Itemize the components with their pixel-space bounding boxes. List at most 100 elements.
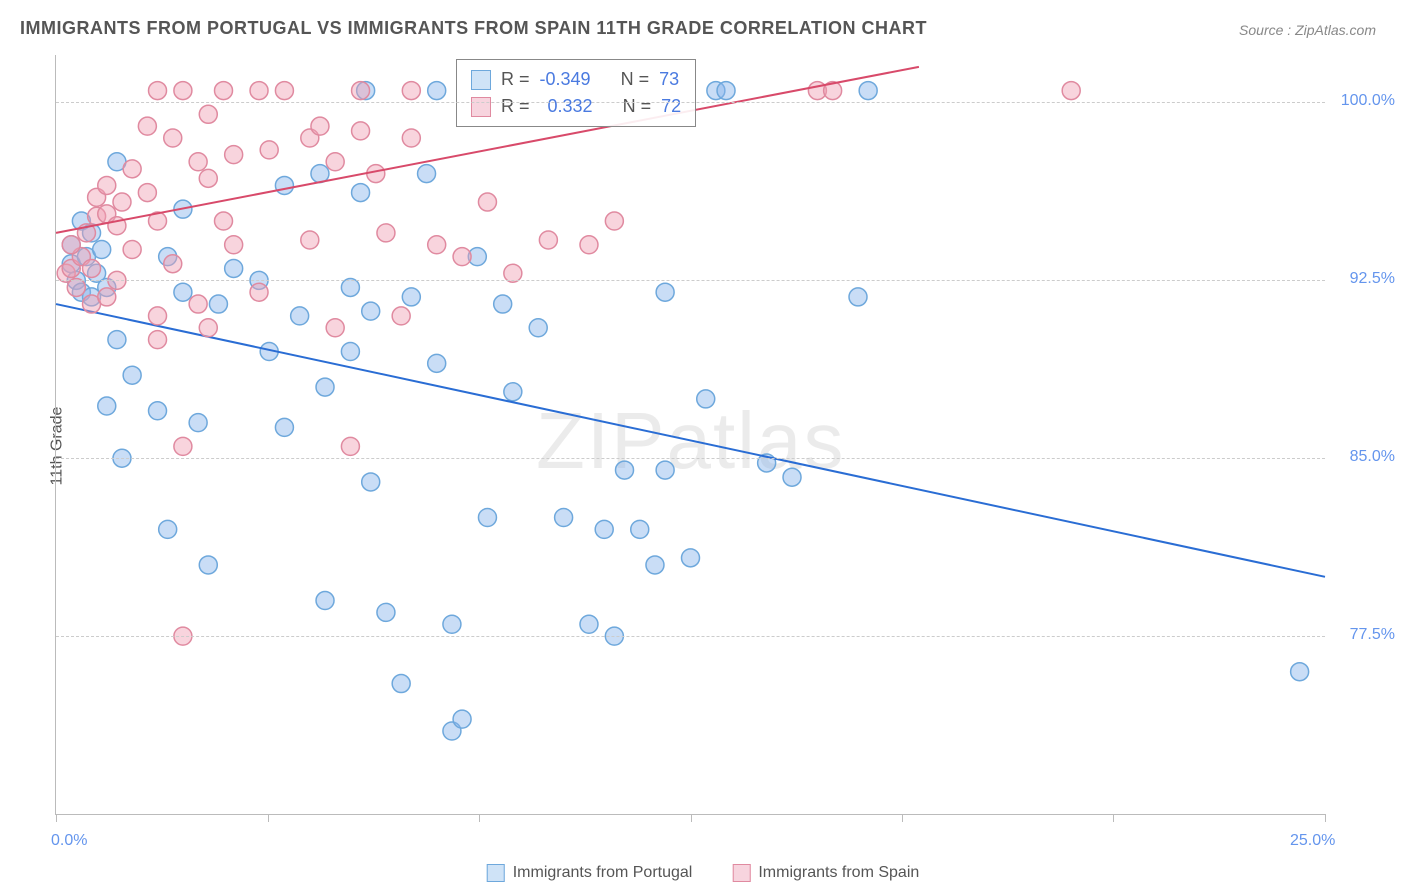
scatter-point bbox=[225, 259, 243, 277]
scatter-point bbox=[656, 461, 674, 479]
scatter-point bbox=[225, 146, 243, 164]
scatter-point bbox=[849, 288, 867, 306]
scatter-point bbox=[174, 283, 192, 301]
scatter-point bbox=[362, 302, 380, 320]
scatter-point bbox=[783, 468, 801, 486]
scatter-point bbox=[504, 383, 522, 401]
scatter-point bbox=[595, 520, 613, 538]
ytick-label: 92.5% bbox=[1350, 270, 1395, 288]
scatter-point bbox=[367, 165, 385, 183]
scatter-point bbox=[494, 295, 512, 313]
scatter-point bbox=[656, 283, 674, 301]
scatter-point bbox=[83, 259, 101, 277]
scatter-point bbox=[123, 160, 141, 178]
scatter-point bbox=[529, 319, 547, 337]
scatter-point bbox=[62, 236, 80, 254]
scatter-point bbox=[311, 117, 329, 135]
scatter-point bbox=[275, 418, 293, 436]
scatter-point bbox=[199, 105, 217, 123]
stats-swatch-portugal bbox=[471, 70, 491, 90]
scatter-point bbox=[164, 129, 182, 147]
scatter-point bbox=[453, 248, 471, 266]
scatter-point bbox=[352, 122, 370, 140]
scatter-point bbox=[250, 82, 268, 100]
scatter-point bbox=[377, 224, 395, 242]
scatter-point bbox=[453, 710, 471, 728]
bottom-legend: Immigrants from Portugal Immigrants from… bbox=[487, 864, 920, 882]
plot-area: ZIPatlas R = -0.349 N = 73 R = 0.332 N =… bbox=[55, 55, 1325, 815]
ytick-label: 85.0% bbox=[1350, 448, 1395, 466]
gridline-h bbox=[56, 102, 1325, 103]
scatter-point bbox=[402, 129, 420, 147]
scatter-point bbox=[149, 307, 167, 325]
scatter-point bbox=[275, 82, 293, 100]
scatter-point bbox=[113, 193, 131, 211]
legend-item-spain: Immigrants from Spain bbox=[732, 864, 919, 882]
scatter-point bbox=[250, 283, 268, 301]
scatter-point bbox=[402, 288, 420, 306]
scatter-point bbox=[341, 437, 359, 455]
scatter-point bbox=[326, 319, 344, 337]
scatter-point bbox=[174, 437, 192, 455]
xtick bbox=[691, 814, 692, 822]
legend-swatch-portugal bbox=[487, 864, 505, 882]
scatter-point bbox=[682, 549, 700, 567]
scatter-point bbox=[225, 236, 243, 254]
xtick-label: 0.0% bbox=[51, 832, 87, 850]
scatter-point bbox=[93, 240, 111, 258]
xtick bbox=[1113, 814, 1114, 822]
scatter-point bbox=[377, 603, 395, 621]
r-value-0: -0.349 bbox=[540, 66, 591, 93]
scatter-point bbox=[149, 82, 167, 100]
scatter-point bbox=[362, 473, 380, 491]
scatter-point bbox=[275, 176, 293, 194]
r-label-0: R = bbox=[501, 66, 530, 93]
scatter-point bbox=[631, 520, 649, 538]
stats-row-portugal: R = -0.349 N = 73 bbox=[471, 66, 681, 93]
scatter-point bbox=[326, 153, 344, 171]
xtick bbox=[902, 814, 903, 822]
scatter-point bbox=[123, 240, 141, 258]
ytick-label: 100.0% bbox=[1341, 92, 1395, 110]
scatter-point bbox=[616, 461, 634, 479]
gridline-h bbox=[56, 458, 1325, 459]
scatter-point bbox=[717, 82, 735, 100]
xtick bbox=[1325, 814, 1326, 822]
stats-legend-box: R = -0.349 N = 73 R = 0.332 N = 72 bbox=[456, 59, 696, 127]
ytick-label: 77.5% bbox=[1350, 626, 1395, 644]
scatter-point bbox=[341, 342, 359, 360]
gridline-h bbox=[56, 636, 1325, 637]
scatter-point bbox=[199, 319, 217, 337]
scatter-point bbox=[108, 331, 126, 349]
r-label-1: R = bbox=[501, 93, 530, 120]
scatter-point bbox=[428, 236, 446, 254]
scatter-point bbox=[98, 288, 116, 306]
scatter-point bbox=[123, 366, 141, 384]
xtick bbox=[56, 814, 57, 822]
scatter-point bbox=[580, 615, 598, 633]
scatter-point bbox=[859, 82, 877, 100]
scatter-point bbox=[291, 307, 309, 325]
chart-svg bbox=[56, 55, 1325, 814]
scatter-point bbox=[605, 212, 623, 230]
scatter-point bbox=[189, 414, 207, 432]
scatter-point bbox=[352, 82, 370, 100]
scatter-point bbox=[149, 331, 167, 349]
scatter-point bbox=[189, 153, 207, 171]
xtick bbox=[479, 814, 480, 822]
scatter-point bbox=[580, 236, 598, 254]
scatter-point bbox=[159, 520, 177, 538]
source-link[interactable]: ZipAtlas.com bbox=[1295, 22, 1376, 38]
scatter-point bbox=[189, 295, 207, 313]
scatter-point bbox=[98, 176, 116, 194]
scatter-point bbox=[174, 82, 192, 100]
scatter-point bbox=[316, 592, 334, 610]
n-label-0: N = bbox=[621, 66, 650, 93]
source-prefix: Source : bbox=[1239, 22, 1291, 38]
stats-swatch-spain bbox=[471, 97, 491, 117]
scatter-point bbox=[215, 82, 233, 100]
scatter-point bbox=[301, 231, 319, 249]
scatter-point bbox=[98, 397, 116, 415]
scatter-point bbox=[352, 184, 370, 202]
scatter-point bbox=[138, 117, 156, 135]
